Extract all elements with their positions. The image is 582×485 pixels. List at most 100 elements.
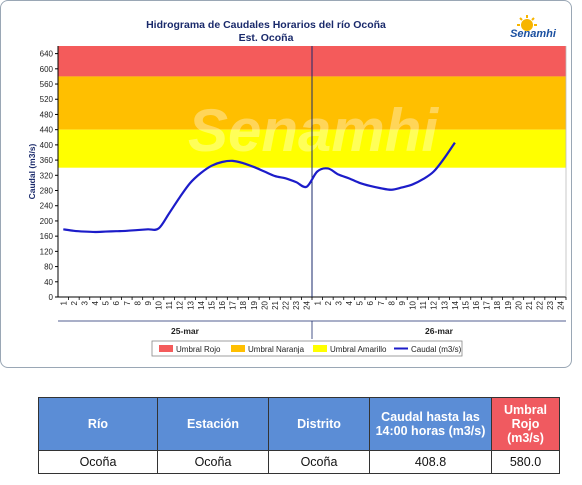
- header-rio: Río: [38, 397, 158, 451]
- header-umbral-rojo: Umbral Rojo (m3/s): [491, 397, 560, 451]
- legend-box: [151, 340, 463, 357]
- x-tick-label: 10: [409, 300, 418, 309]
- x-tick-label: 3: [80, 300, 89, 305]
- senamhi-logo: Senamhi: [510, 15, 557, 40]
- x-tick-label: 23: [546, 300, 555, 309]
- legend-label: Caudal (m3/s): [411, 345, 462, 354]
- x-tick-label: 21: [271, 300, 280, 309]
- chart-panel: Hidrograma de Caudales Horarios del río …: [0, 0, 572, 368]
- x-tick-label: 24: [557, 300, 566, 309]
- x-tick-label: 8: [133, 300, 142, 305]
- sun-logo-icon: [517, 15, 537, 31]
- legend-label: Umbral Amarillo: [330, 345, 387, 354]
- x-tick-label: 9: [398, 300, 407, 305]
- x-tick-label: 12: [176, 300, 185, 309]
- x-tick-label: 20: [514, 300, 523, 309]
- x-tick-label: 1: [59, 300, 68, 305]
- day-label: 25-mar: [171, 326, 200, 336]
- y-tick-label: 0: [49, 293, 54, 302]
- x-tick-label: 15: [207, 300, 216, 309]
- cell-rio: Ocoña: [38, 450, 158, 474]
- x-tick-label: 21: [525, 300, 534, 309]
- x-tick-label: 13: [440, 300, 449, 309]
- y-tick-label: 600: [40, 65, 54, 74]
- header-distrito: Distrito: [268, 397, 370, 451]
- y-tick-label: 160: [40, 232, 54, 241]
- x-tick-label: 7: [123, 300, 132, 305]
- legend-swatch: [231, 345, 245, 352]
- x-tick-label: 23: [292, 300, 301, 309]
- x-tick-label: 6: [366, 300, 375, 305]
- cell-distrito: Ocoña: [268, 450, 370, 474]
- y-tick-label: 120: [40, 247, 54, 256]
- y-tick-label: 400: [40, 141, 54, 150]
- x-tick-label: 24: [303, 300, 312, 309]
- y-tick-label: 200: [40, 217, 54, 226]
- x-tick-label: 11: [165, 300, 174, 309]
- logo-text: Senamhi: [510, 28, 557, 40]
- header-caudal: Caudal hasta las 14:00 horas (m3/s): [369, 397, 492, 451]
- day-labels: 25-mar 26-mar: [58, 320, 566, 339]
- header-estacion: Estación: [157, 397, 269, 451]
- chart-title: Hidrograma de Caudales Horarios del río …: [146, 19, 386, 31]
- hydrograph-chart: Hidrograma de Caudales Horarios del río …: [27, 15, 567, 357]
- x-tick-label: 22: [282, 300, 291, 309]
- cell-umbral-rojo: 580.0: [491, 450, 560, 474]
- y-tick-label: 280: [40, 187, 54, 196]
- day-label: 26-mar: [425, 326, 454, 336]
- x-tick-label: 8: [387, 300, 396, 305]
- x-tick-label: 2: [324, 300, 333, 305]
- watermark-text: Senamhi: [188, 97, 439, 164]
- x-tick-label: 20: [260, 300, 269, 309]
- table-header-row: Río Estación Distrito Caudal hasta las 1…: [38, 397, 560, 451]
- x-tick-label: 12: [430, 300, 439, 309]
- x-tick-label: 2: [70, 300, 79, 305]
- x-tick-label: 17: [483, 300, 492, 309]
- x-axis-ticks: 1 2 3 4 5 6 7 8 9 10 11 12 13 14 15 16 17 18 19 20 21 22 23 24 1…: [59, 297, 567, 310]
- flow-summary-table: Río Estación Distrito Caudal hasta las 1…: [38, 397, 560, 474]
- x-tick-label: 16: [472, 300, 481, 309]
- x-tick-label: 5: [356, 300, 365, 305]
- x-tick-label: 16: [218, 300, 227, 309]
- x-tick-label: 7: [377, 300, 386, 305]
- y-tick-label: 80: [44, 263, 53, 272]
- y-tick-label: 320: [40, 171, 54, 180]
- x-tick-label: 22: [536, 300, 545, 309]
- x-tick-label: 9: [144, 300, 153, 305]
- legend-swatch: [313, 345, 327, 352]
- chart-legend: Umbral Rojo Umbral Naranja Umbral Amarillo…: [151, 340, 463, 357]
- x-tick-label: 4: [91, 300, 100, 305]
- series-line-caudal: [63, 141, 456, 234]
- y-tick-label: 240: [40, 202, 54, 211]
- x-tick-label: 1: [313, 300, 322, 305]
- legend-label: Umbral Rojo: [176, 345, 221, 354]
- x-tick-label: 19: [504, 300, 513, 309]
- y-tick-label: 520: [40, 95, 54, 104]
- x-tick-label: 6: [112, 300, 121, 305]
- legend-label: Umbral Naranja: [248, 345, 305, 354]
- cell-estacion: Ocoña: [157, 450, 269, 474]
- x-tick-label: 15: [461, 300, 470, 309]
- y-tick-label: 480: [40, 110, 54, 119]
- cell-caudal: 408.8: [369, 450, 492, 474]
- x-tick-label: 19: [250, 300, 259, 309]
- y-tick-label: 440: [40, 126, 54, 135]
- x-tick-label: 14: [451, 300, 460, 309]
- x-tick-label: 18: [239, 300, 248, 309]
- x-tick-label: 3: [334, 300, 343, 305]
- x-tick-label: 18: [493, 300, 502, 309]
- y-axis-label: Caudal (m3/s): [27, 143, 37, 199]
- x-tick-label: 11: [419, 300, 428, 309]
- x-tick-label: 14: [197, 300, 206, 309]
- chart-subtitle: Est. Ocoña: [239, 32, 294, 44]
- y-tick-label: 40: [44, 278, 53, 287]
- table-row: Ocoña Ocoña Ocoña 408.8 580.0: [38, 450, 560, 474]
- x-tick-label: 17: [229, 300, 238, 309]
- y-tick-label: 360: [40, 156, 54, 165]
- legend-swatch: [159, 345, 173, 352]
- y-tick-label: 560: [40, 80, 54, 89]
- x-tick-label: 5: [102, 300, 111, 305]
- y-axis-ticks: 0 40 80 120 160 200 240 280 320 360 400 440 480 520 56…: [40, 50, 58, 302]
- x-tick-label: 10: [155, 300, 164, 309]
- x-tick-label: 4: [345, 300, 354, 305]
